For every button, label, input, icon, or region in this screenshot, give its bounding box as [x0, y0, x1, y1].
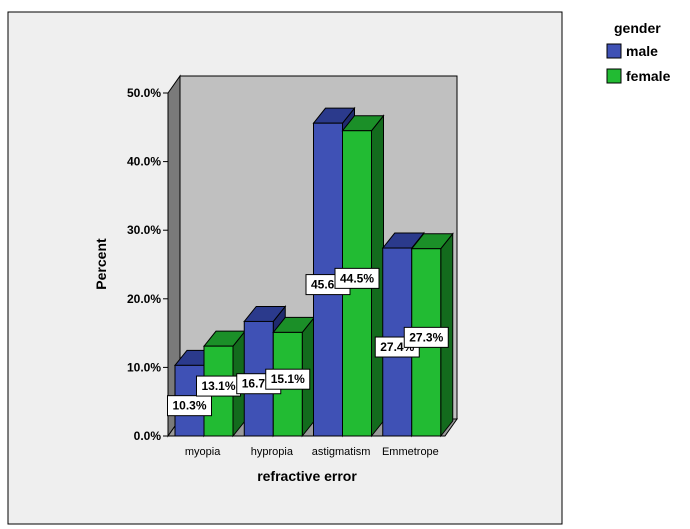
y-tick-label: 40.0%	[127, 155, 161, 169]
legend-label-female: female	[626, 68, 671, 84]
data-label-box	[167, 395, 212, 417]
legend-swatch-male	[606, 43, 622, 59]
y-tick-label: 30.0%	[127, 223, 161, 237]
data-label-box	[265, 368, 311, 390]
data-label: 13.1%	[201, 379, 235, 393]
data-label: 15.1%	[271, 372, 305, 386]
category-label: astigmatism	[312, 446, 371, 458]
category-label: Emmetrope	[382, 446, 439, 458]
category-label: hypropia	[251, 446, 294, 458]
data-label: 27.3%	[409, 330, 443, 344]
y-tick-label: 10.0%	[127, 360, 161, 374]
category-label: myopia	[185, 446, 221, 458]
data-label-box	[334, 267, 380, 289]
y-tick-label: 20.0%	[127, 292, 161, 306]
chart-marks: myopia hypropia astigmatism Emmetrope 10.3% 1…	[167, 106, 454, 458]
y-axis-title: Percent	[93, 238, 109, 290]
data-label-box	[403, 326, 449, 348]
y-tick-label: 50.0%	[127, 86, 161, 100]
legend-title: gender	[614, 20, 661, 36]
data-label: 44.5%	[340, 271, 374, 285]
y-tick-label: 0.0%	[134, 429, 162, 443]
legend: gender male female	[606, 20, 671, 84]
legend-label-male: male	[626, 43, 658, 59]
x-axis-title: refractive error	[257, 468, 357, 484]
legend-swatch-female	[606, 68, 622, 84]
data-label: 10.3%	[172, 399, 206, 413]
